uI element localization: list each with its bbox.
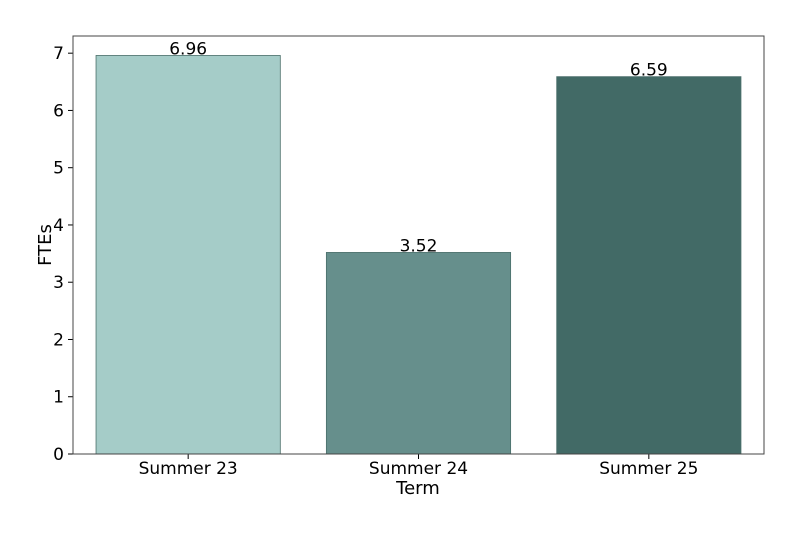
data-labels-group: 6.96 3.52 6.59 [169,39,668,256]
y-tick-label: 0 [53,445,64,465]
bar-summer-25 [556,76,742,455]
x-tick-label: Summer 23 [139,459,238,479]
x-tick-label: Summer 25 [599,459,698,479]
data-label: 3.52 [400,236,438,256]
y-axis: 0 1 2 3 4 5 6 7 [53,44,73,465]
bars-group [95,55,742,455]
y-tick-label: 6 [53,101,64,121]
x-axis-label: Term [395,478,440,499]
bar-summer-23 [95,55,281,455]
y-tick-label: 3 [53,273,64,293]
y-axis-label: FTEs [35,224,56,266]
y-tick-label: 2 [53,330,64,350]
y-tick-label: 7 [53,44,64,64]
x-axis: Summer 23 Summer 24 Summer 25 [139,454,698,479]
bar-summer-24 [325,252,512,455]
y-tick-label: 1 [53,388,64,408]
data-label: 6.96 [169,39,207,59]
y-tick-label: 5 [53,159,64,179]
x-tick-label: Summer 24 [369,459,468,479]
y-tick-label: 4 [53,216,64,236]
data-label: 6.59 [630,61,668,81]
plot-frame [72,35,765,455]
